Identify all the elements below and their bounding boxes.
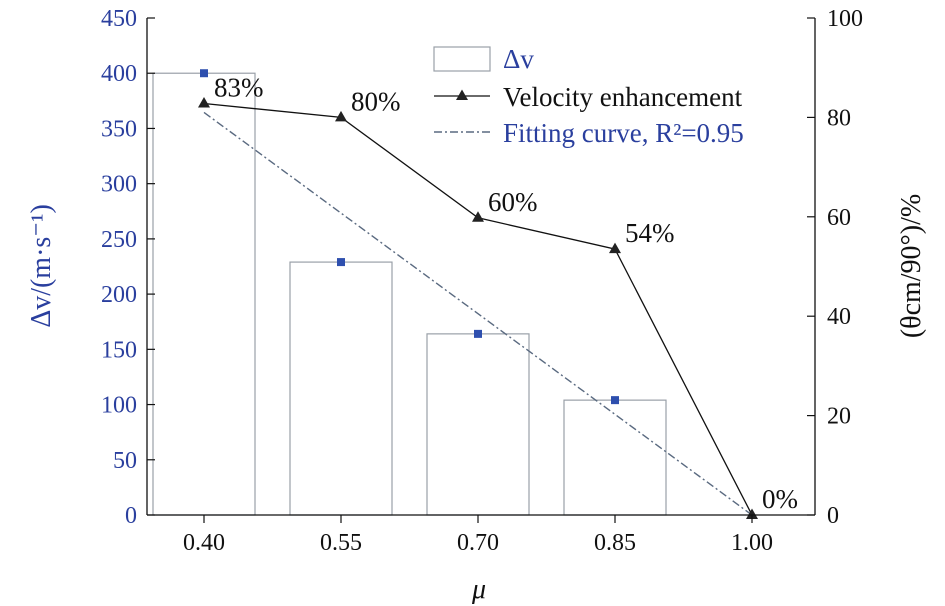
velocity-label-0: 83% bbox=[214, 72, 264, 102]
y-left-tick-label-5: 250 bbox=[101, 227, 137, 253]
y-right-axis-title: (θcm/90°)/% bbox=[896, 194, 927, 338]
legend-bar-swatch bbox=[433, 46, 491, 72]
bar-0 bbox=[152, 72, 256, 516]
y-left-tick-label-2: 100 bbox=[101, 393, 137, 419]
velocity-point-2 bbox=[472, 211, 484, 222]
velocity-label-3: 54% bbox=[625, 218, 675, 248]
bar-value-marker-0 bbox=[200, 69, 208, 78]
legend-label-fitting-curve: Fitting curve, R²=0.95 bbox=[503, 118, 744, 148]
y-right-tick-label-5: 100 bbox=[827, 6, 863, 32]
y-left-tick-label-8: 400 bbox=[101, 61, 137, 87]
bar-1 bbox=[289, 261, 393, 516]
y-left-tick-label-6: 300 bbox=[101, 172, 137, 198]
x-tick-label-4: 1.00 bbox=[731, 530, 773, 556]
velocity-point-3 bbox=[609, 242, 621, 254]
y-right-tick-label-4: 80 bbox=[827, 105, 851, 131]
y-left-axis-title: Δv/(m·s⁻¹) bbox=[26, 204, 57, 328]
velocity-label-4: 0% bbox=[762, 484, 798, 514]
bar-value-marker-3 bbox=[611, 396, 619, 405]
bar-value-marker-2 bbox=[474, 329, 482, 338]
velocity-point-4 bbox=[746, 508, 758, 519]
y-right-tick-label-3: 60 bbox=[827, 205, 851, 231]
legend-triangle-marker bbox=[456, 89, 468, 100]
bar-value-marker-1 bbox=[337, 258, 345, 267]
x-axis-title: μ bbox=[471, 574, 486, 605]
markers-layer bbox=[198, 69, 758, 519]
bar-3 bbox=[563, 399, 667, 516]
velocity-point-0 bbox=[198, 96, 210, 108]
x-tick-label-1: 0.55 bbox=[320, 530, 362, 556]
y-right-tick-label-0: 0 bbox=[827, 503, 839, 529]
bar-2 bbox=[426, 333, 530, 516]
y-left-tick-label-9: 450 bbox=[101, 6, 137, 32]
y-right-tick-label-2: 40 bbox=[827, 304, 851, 330]
legend-label-velocity-enhancement: Velocity enhancement bbox=[503, 82, 743, 112]
axes-layer bbox=[146, 17, 816, 523]
x-tick-label-3: 0.85 bbox=[594, 530, 636, 556]
x-tick-label-0: 0.40 bbox=[183, 530, 225, 556]
velocity-point-1 bbox=[335, 110, 347, 122]
velocity-label-1: 80% bbox=[351, 86, 401, 116]
legend: Δv Velocity enhancement Fitting curve, R… bbox=[433, 44, 744, 148]
y-left-tick-label-4: 200 bbox=[101, 282, 137, 308]
y-left-tick-label-7: 350 bbox=[101, 116, 137, 142]
legend-label-delta-v: Δv bbox=[503, 44, 534, 74]
y-left-tick-label-3: 150 bbox=[101, 337, 137, 363]
velocity-label-2: 60% bbox=[488, 187, 538, 217]
x-tick-label-2: 0.70 bbox=[457, 530, 499, 556]
y-left-tick-label-0: 0 bbox=[125, 503, 137, 529]
labels-layer: 83% 80%60%54%0%05010015020025030035040045… bbox=[101, 6, 863, 556]
fitting-curve-layer bbox=[203, 111, 753, 516]
fitting-curve bbox=[203, 111, 753, 516]
y-right-tick-label-1: 20 bbox=[827, 404, 851, 430]
y-left-tick-label-1: 50 bbox=[113, 448, 137, 474]
